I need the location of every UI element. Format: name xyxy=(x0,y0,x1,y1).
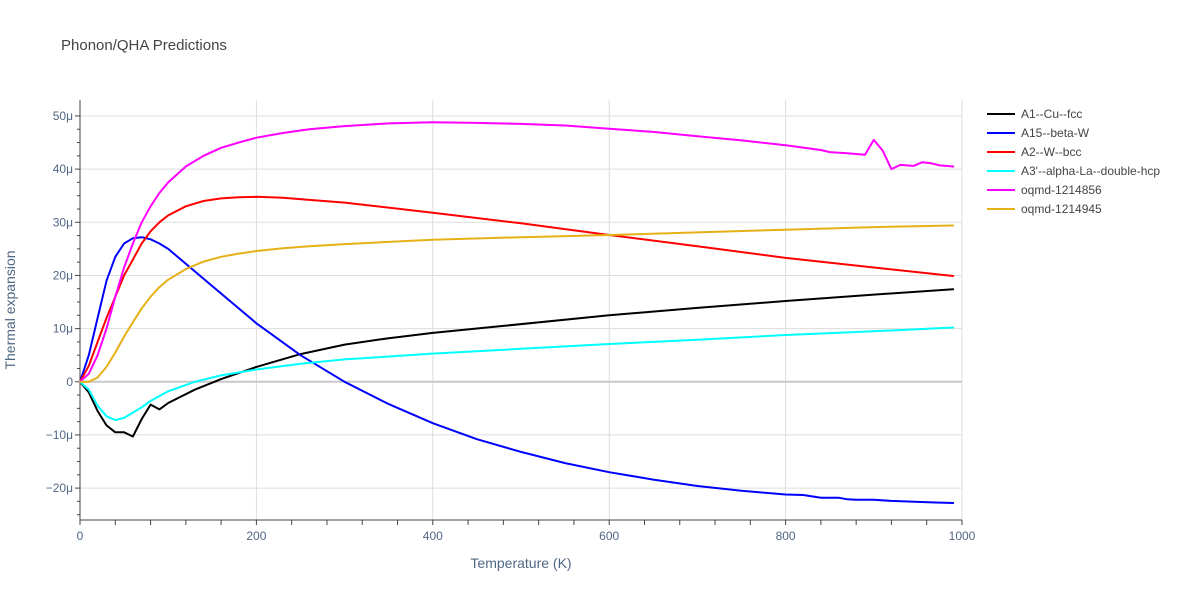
y-tick-label: 50μ xyxy=(53,109,73,123)
legend-item[interactable]: oqmd-1214856 xyxy=(987,183,1102,197)
series-line-a1-cu-fcc xyxy=(79,288,955,438)
series-line-oqmd-1214945 xyxy=(79,224,955,383)
y-tick-label: −20μ xyxy=(46,481,73,495)
y-tick-label: 0 xyxy=(66,375,73,389)
axes: 0 200 400 600 800 1000 −20μ −10μ 0 10μ 20μ 30μ 40μ 50… xyxy=(46,100,976,543)
series-line-oqmd-1214856 xyxy=(79,121,955,383)
legend-label: A3'--alpha-La--double-hcp xyxy=(1021,164,1160,178)
plot-area xyxy=(79,121,955,504)
legend-label: oqmd-1214945 xyxy=(1021,202,1102,216)
legend-item[interactable]: A3'--alpha-La--double-hcp xyxy=(987,164,1160,178)
legend-item[interactable]: A1--Cu--fcc xyxy=(987,107,1082,121)
y-tick-label: 20μ xyxy=(53,268,73,282)
legend-item[interactable]: oqmd-1214945 xyxy=(987,202,1102,216)
y-axis-title: Thermal expansion xyxy=(2,250,18,369)
legend-item[interactable]: A15--beta-W xyxy=(987,126,1090,140)
x-tick-label: 400 xyxy=(423,529,443,543)
series-line-a3-alpha-la-double-hcp xyxy=(79,326,955,422)
legend[interactable]: A1--Cu--fcc A15--beta-W A2--W--bcc A3'--alp… xyxy=(987,107,1160,216)
x-tick-label: 1000 xyxy=(949,529,976,543)
x-tick-label: 600 xyxy=(599,529,619,543)
series-line-a2-w-bcc xyxy=(79,195,955,383)
legend-label: A1--Cu--fcc xyxy=(1021,107,1082,121)
legend-label: oqmd-1214856 xyxy=(1021,183,1102,197)
legend-label: A2--W--bcc xyxy=(1021,145,1081,159)
x-tick-label: 200 xyxy=(246,529,266,543)
x-tick-label: 800 xyxy=(776,529,796,543)
y-tick-label: 30μ xyxy=(53,215,73,229)
legend-item[interactable]: A2--W--bcc xyxy=(987,145,1081,159)
x-axis-title: Temperature (K) xyxy=(470,555,571,571)
legend-label: A15--beta-W xyxy=(1021,126,1090,140)
y-tick-label: 10μ xyxy=(53,322,73,336)
series-line-a15-beta-w xyxy=(79,236,955,504)
x-tick-label: 0 xyxy=(77,529,84,543)
chart-title: Phonon/QHA Predictions xyxy=(61,37,227,54)
y-tick-label: −10μ xyxy=(46,428,73,442)
grid xyxy=(80,100,963,520)
y-tick-label: 40μ xyxy=(53,162,73,176)
